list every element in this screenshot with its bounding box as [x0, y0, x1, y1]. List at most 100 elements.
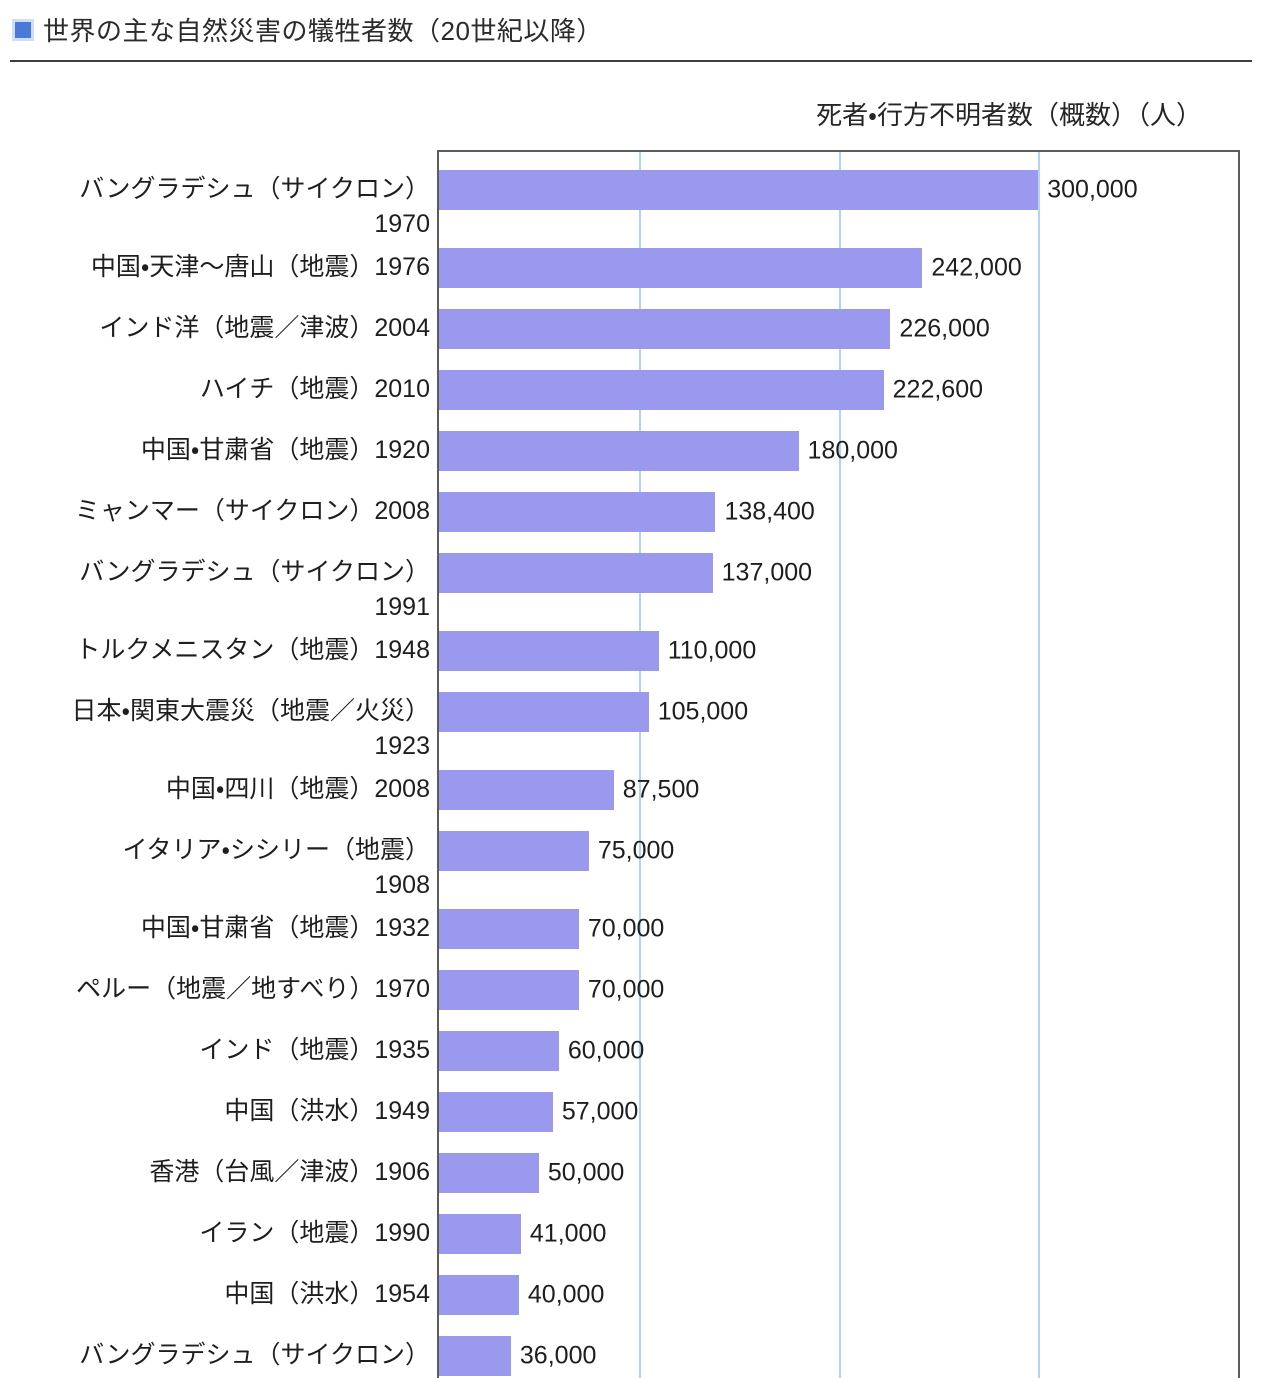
bar-cell: 87,500 [439, 760, 1238, 821]
plot-area [437, 150, 1240, 1378]
gridline [638, 152, 641, 1378]
bar: 70,000 [439, 909, 664, 949]
chart-row: イラン（地震）1990 41,000 [0, 1204, 1262, 1265]
row-label-cell: ミャンマー（サイクロン）2008 [0, 482, 439, 543]
chart-row: 中国（洪水）1954 40,000 [0, 1265, 1262, 1326]
bar-value-label: 222,600 [892, 375, 984, 404]
chart-row: ミャンマー（サイクロン）2008 138,400 [0, 482, 1262, 543]
row-year: 1906 [374, 1158, 430, 1186]
title-bullet-icon [12, 18, 34, 41]
bar-value-label: 50,000 [547, 1158, 625, 1187]
bar-value-label: 110,000 [667, 636, 757, 665]
row-label-cell: 日本・関東大震災（地震／火災） 1923 [0, 682, 439, 760]
bar: 137,000 [439, 553, 812, 593]
chart-row: インド洋（地震／津波）2004 226,000 [0, 299, 1262, 360]
row-label-cell: バングラデシュ（サイクロン） 1970 [0, 160, 439, 238]
chart-row: ハイチ（地震）2010 222,600 [0, 360, 1262, 421]
row-label: インド洋（地震／津波） [99, 314, 375, 342]
bar: 105,000 [439, 692, 748, 732]
bar: 180,000 [439, 431, 898, 471]
row-label-cell: ハイチ（地震）2010 [0, 360, 439, 421]
bar: 226,000 [439, 309, 990, 349]
bar-value-label: 36,000 [519, 1341, 597, 1370]
row-label: トルクメニスタン（地震） [75, 636, 375, 664]
bar: 110,000 [439, 631, 756, 671]
bar-cell: 57,000 [439, 1082, 1238, 1143]
row-year: 1949 [374, 1097, 430, 1125]
bar: 36,000 [439, 1336, 596, 1376]
row-year: 1932 [374, 914, 430, 942]
chart-row: 日本・関東大震災（地震／火災） 1923 105,000 [0, 682, 1262, 760]
row-label-cell: 中国（洪水）1949 [0, 1082, 439, 1143]
bar-cell: 75,000 [439, 821, 1238, 899]
axis-title: 死者・行方不明者数（概数）（人） [816, 100, 1202, 130]
row-label: バングラデシュ（サイクロン） [79, 558, 430, 586]
bar-value-label: 105,000 [657, 697, 749, 726]
bar-cell: 222,600 [439, 360, 1238, 421]
row-label: 中国・四川（地震） [165, 775, 375, 803]
gridline [838, 152, 841, 1378]
row-year: 1948 [374, 636, 430, 664]
row-year: 2004 [374, 314, 430, 342]
row-year: 1954 [374, 1280, 430, 1308]
chart-row: ペルー（地震／地すべり）1970 70,000 [0, 960, 1262, 1021]
chart-row: 中国・甘粛省（地震）1932 70,000 [0, 899, 1262, 960]
row-label-cell: 中国（洪水）1954 [0, 1265, 439, 1326]
row-year: 1976 [374, 253, 430, 281]
bar: 70,000 [439, 970, 664, 1010]
bar-cell: 137,000 [439, 543, 1238, 621]
chart-row: バングラデシュ（サイクロン） 1991 137,000 [0, 543, 1262, 621]
bar-cell: 70,000 [439, 899, 1238, 960]
row-year: 1923 [374, 732, 430, 760]
row-label-cell: バングラデシュ（サイクロン） [0, 1326, 439, 1378]
row-label-cell: インド（地震）1935 [0, 1021, 439, 1082]
bar-value-label: 226,000 [899, 314, 990, 343]
chart-row: 中国・天津〜唐山（地震）1976 242,000 [0, 238, 1262, 299]
gridline [1038, 152, 1041, 1378]
bar-cell: 40,000 [439, 1265, 1238, 1326]
bar-value-label: 40,000 [527, 1280, 605, 1309]
row-label: ハイチ（地震） [199, 375, 375, 403]
bar: 300,000 [439, 170, 1138, 210]
chart-row: バングラデシュ（サイクロン） 1970 300,000 [0, 160, 1262, 238]
bar: 60,000 [439, 1031, 644, 1071]
row-label-cell: トルクメニスタン（地震）1948 [0, 621, 439, 682]
row-label-cell: インド洋（地震／津波）2004 [0, 299, 439, 360]
bar-cell: 300,000 [439, 160, 1238, 238]
row-label-cell: 香港（台風／津波）1906 [0, 1143, 439, 1204]
bar-cell: 50,000 [439, 1143, 1238, 1204]
bar-cell: 70,000 [439, 960, 1238, 1021]
page-header: 世界の主な自然災害の犠牲者数（20世紀以降） [12, 11, 603, 48]
bar-value-label: 180,000 [807, 436, 898, 465]
bar: 242,000 [439, 248, 1022, 288]
bar-cell: 242,000 [439, 238, 1238, 299]
row-label: ミャンマー（サイクロン） [74, 497, 375, 525]
row-label-cell: イラン（地震）1990 [0, 1204, 439, 1265]
bar-cell: 226,000 [439, 299, 1238, 360]
bar-value-label: 70,000 [587, 914, 665, 943]
bar-value-label: 137,000 [721, 558, 813, 587]
row-label-cell: ペルー（地震／地すべり）1970 [0, 960, 439, 1021]
bar: 57,000 [439, 1092, 638, 1132]
bar-value-label: 242,000 [931, 253, 1022, 282]
bar-cell: 60,000 [439, 1021, 1238, 1082]
bar-cell: 41,000 [439, 1204, 1238, 1265]
row-label-cell: バングラデシュ（サイクロン） 1991 [0, 543, 439, 621]
bar-value-label: 138,400 [724, 497, 815, 526]
row-year: 1920 [374, 436, 430, 464]
bar-cell: 36,000 [439, 1326, 1238, 1378]
bar-cell: 180,000 [439, 421, 1238, 482]
row-label: イラン（地震） [199, 1219, 375, 1247]
row-label: 中国・甘粛省（地震） [140, 436, 375, 464]
row-year: 1935 [374, 1036, 430, 1064]
bar-cell: 138,400 [439, 482, 1238, 543]
row-label-cell: 中国・甘粛省（地震）1920 [0, 421, 439, 482]
row-year: 1991 [374, 593, 430, 621]
row-year: 1990 [374, 1219, 430, 1247]
row-year: 2008 [374, 497, 430, 525]
row-label: イタリア・シシリー（地震） [122, 836, 430, 864]
row-label: 日本・関東大震災（地震／火災） [71, 697, 430, 725]
row-label: 中国・甘粛省（地震） [140, 914, 375, 942]
bar-value-label: 41,000 [529, 1219, 607, 1248]
